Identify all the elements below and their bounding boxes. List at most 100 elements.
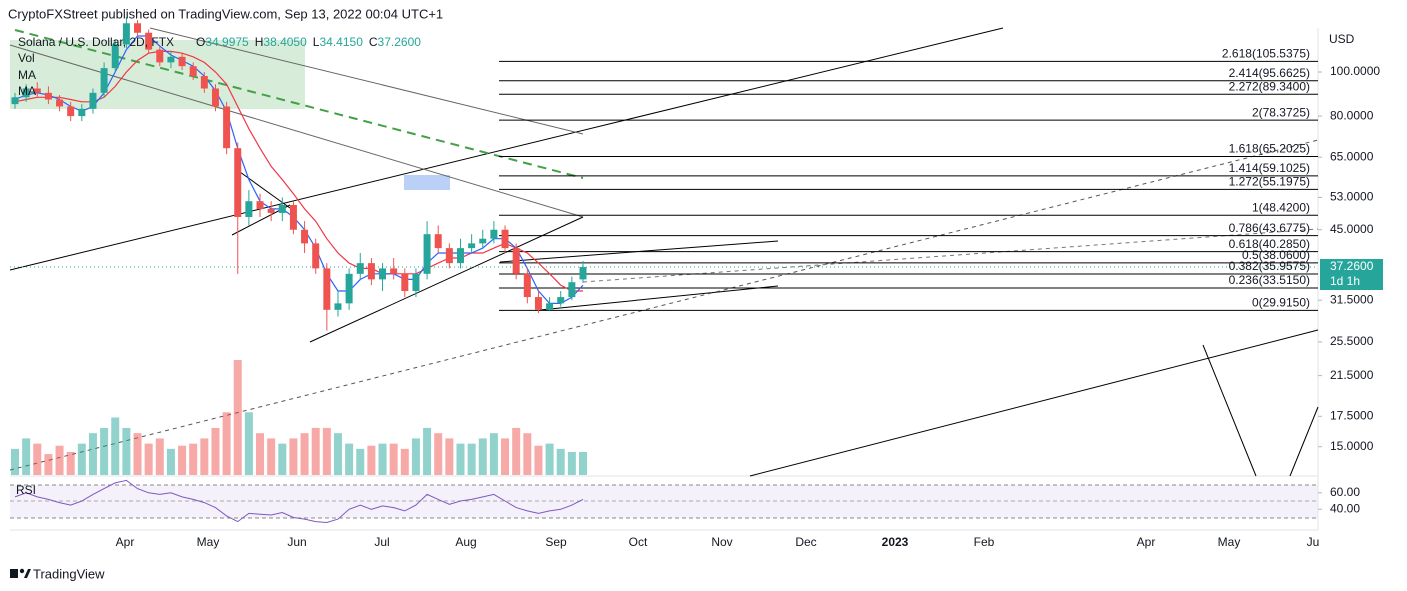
volume-bar <box>579 452 587 475</box>
candle-body <box>301 229 309 244</box>
volume-bar <box>400 448 409 475</box>
ohlc-value: 34.4150 <box>319 35 363 49</box>
candle-body <box>245 201 253 217</box>
candle-body <box>234 148 242 217</box>
fib-label: 1.272(55.1975) <box>1229 175 1310 189</box>
candle-body <box>89 92 97 109</box>
candle-body <box>11 97 19 105</box>
rsi-line <box>14 479 584 524</box>
candle-body <box>289 205 297 230</box>
volume-bar <box>77 443 86 475</box>
volume-bar <box>166 448 175 475</box>
volume-bar <box>501 438 510 475</box>
chart-title: Solana / U.S. Dollar, 2D, FTX <box>18 35 174 49</box>
x-tick-label: Feb <box>974 535 995 549</box>
y-tick-label: 25.5000 <box>1330 334 1374 348</box>
volume-bar <box>467 443 476 475</box>
ma-line <box>14 50 583 292</box>
ohlc-key: C <box>369 35 378 49</box>
candle-body <box>267 208 275 213</box>
volume-bar <box>445 438 454 475</box>
volume-bar <box>345 443 354 475</box>
volume-bar <box>278 443 287 475</box>
volume-bar <box>233 360 242 475</box>
y-tick-label: 65.0000 <box>1330 149 1374 163</box>
volume-bar <box>434 433 443 475</box>
candle-body <box>56 99 64 107</box>
fib-label: 2.272(89.3400) <box>1229 79 1310 93</box>
fib-label: 2(78.3725) <box>1252 105 1310 119</box>
volume-bar <box>267 438 276 475</box>
x-tick-label: May <box>197 535 220 549</box>
fib-label: 1.414(59.1025) <box>1229 161 1310 175</box>
indicator-label: MA <box>18 68 36 82</box>
y-tick-label: 31.5000 <box>1330 292 1374 306</box>
candle-body <box>546 303 554 310</box>
volume-bar <box>333 433 342 475</box>
volume-bar <box>300 433 309 475</box>
candle-body <box>367 263 375 280</box>
volume-bar <box>512 427 521 475</box>
trendline <box>749 329 1319 477</box>
candle-body <box>356 263 364 274</box>
fib-label: 1.618(65.2025) <box>1229 142 1310 156</box>
rsi-tick-label: 40.00 <box>1330 501 1360 515</box>
candle-body <box>44 92 52 100</box>
y-tick-label: 15.0000 <box>1330 439 1374 453</box>
candle-body <box>211 88 219 107</box>
candle-body <box>379 268 387 280</box>
volume-bar <box>55 445 64 475</box>
volume-bar <box>289 438 298 475</box>
volume-bar <box>66 452 75 475</box>
last-price: 37.2600 <box>1330 259 1374 273</box>
candle-body <box>189 66 197 77</box>
fib-label: 0.236(33.5150) <box>1229 273 1310 287</box>
y-tick-label: 53.0000 <box>1330 190 1374 204</box>
candle-body <box>223 106 231 149</box>
x-tick-label: Jun <box>287 535 306 549</box>
volume-bar <box>423 427 432 475</box>
zone <box>404 175 450 190</box>
volume-bar <box>111 417 120 475</box>
x-tick-label: Sep <box>545 535 567 549</box>
fib-label: 1(48.4200) <box>1252 200 1310 214</box>
trendline <box>1289 406 1319 477</box>
candle-body <box>490 229 498 239</box>
volume-bar <box>211 427 220 475</box>
price-tag <box>1320 259 1383 290</box>
volume-bar <box>189 443 198 475</box>
candle-body <box>479 238 487 244</box>
candle-body <box>501 229 509 249</box>
trendline <box>14 29 584 179</box>
candle-body <box>67 106 75 117</box>
volume-bar <box>523 433 532 475</box>
x-tick-label: Aug <box>455 535 476 549</box>
volume-bar <box>200 438 209 475</box>
fib-label: 0(29.9150) <box>1252 296 1310 310</box>
candle-body <box>156 49 164 63</box>
candle-body <box>401 273 409 292</box>
candle-body <box>523 273 531 298</box>
volume-bar <box>222 412 231 475</box>
candle-body <box>167 56 175 63</box>
volume-bar <box>378 443 387 475</box>
ohlc-value: 38.4050 <box>263 35 307 49</box>
trendline <box>309 216 584 343</box>
volume-bar <box>155 438 164 475</box>
candle-body <box>390 268 398 274</box>
volume-bar <box>389 443 398 475</box>
candle-body <box>22 88 30 98</box>
volume-bar <box>556 448 565 475</box>
candle-body <box>200 76 208 89</box>
y-tick-label: 100.0000 <box>1330 64 1380 78</box>
fib-label: 2.618(105.5375) <box>1222 47 1310 61</box>
x-tick-label: Jul <box>374 535 389 549</box>
volume-bar <box>367 445 376 475</box>
candle-body <box>278 205 286 213</box>
volume-bar <box>11 448 19 475</box>
volume-bar <box>411 438 420 475</box>
rsi-tick-label: 60.00 <box>1330 485 1360 499</box>
trendline <box>539 285 779 311</box>
trendline <box>582 228 1319 283</box>
